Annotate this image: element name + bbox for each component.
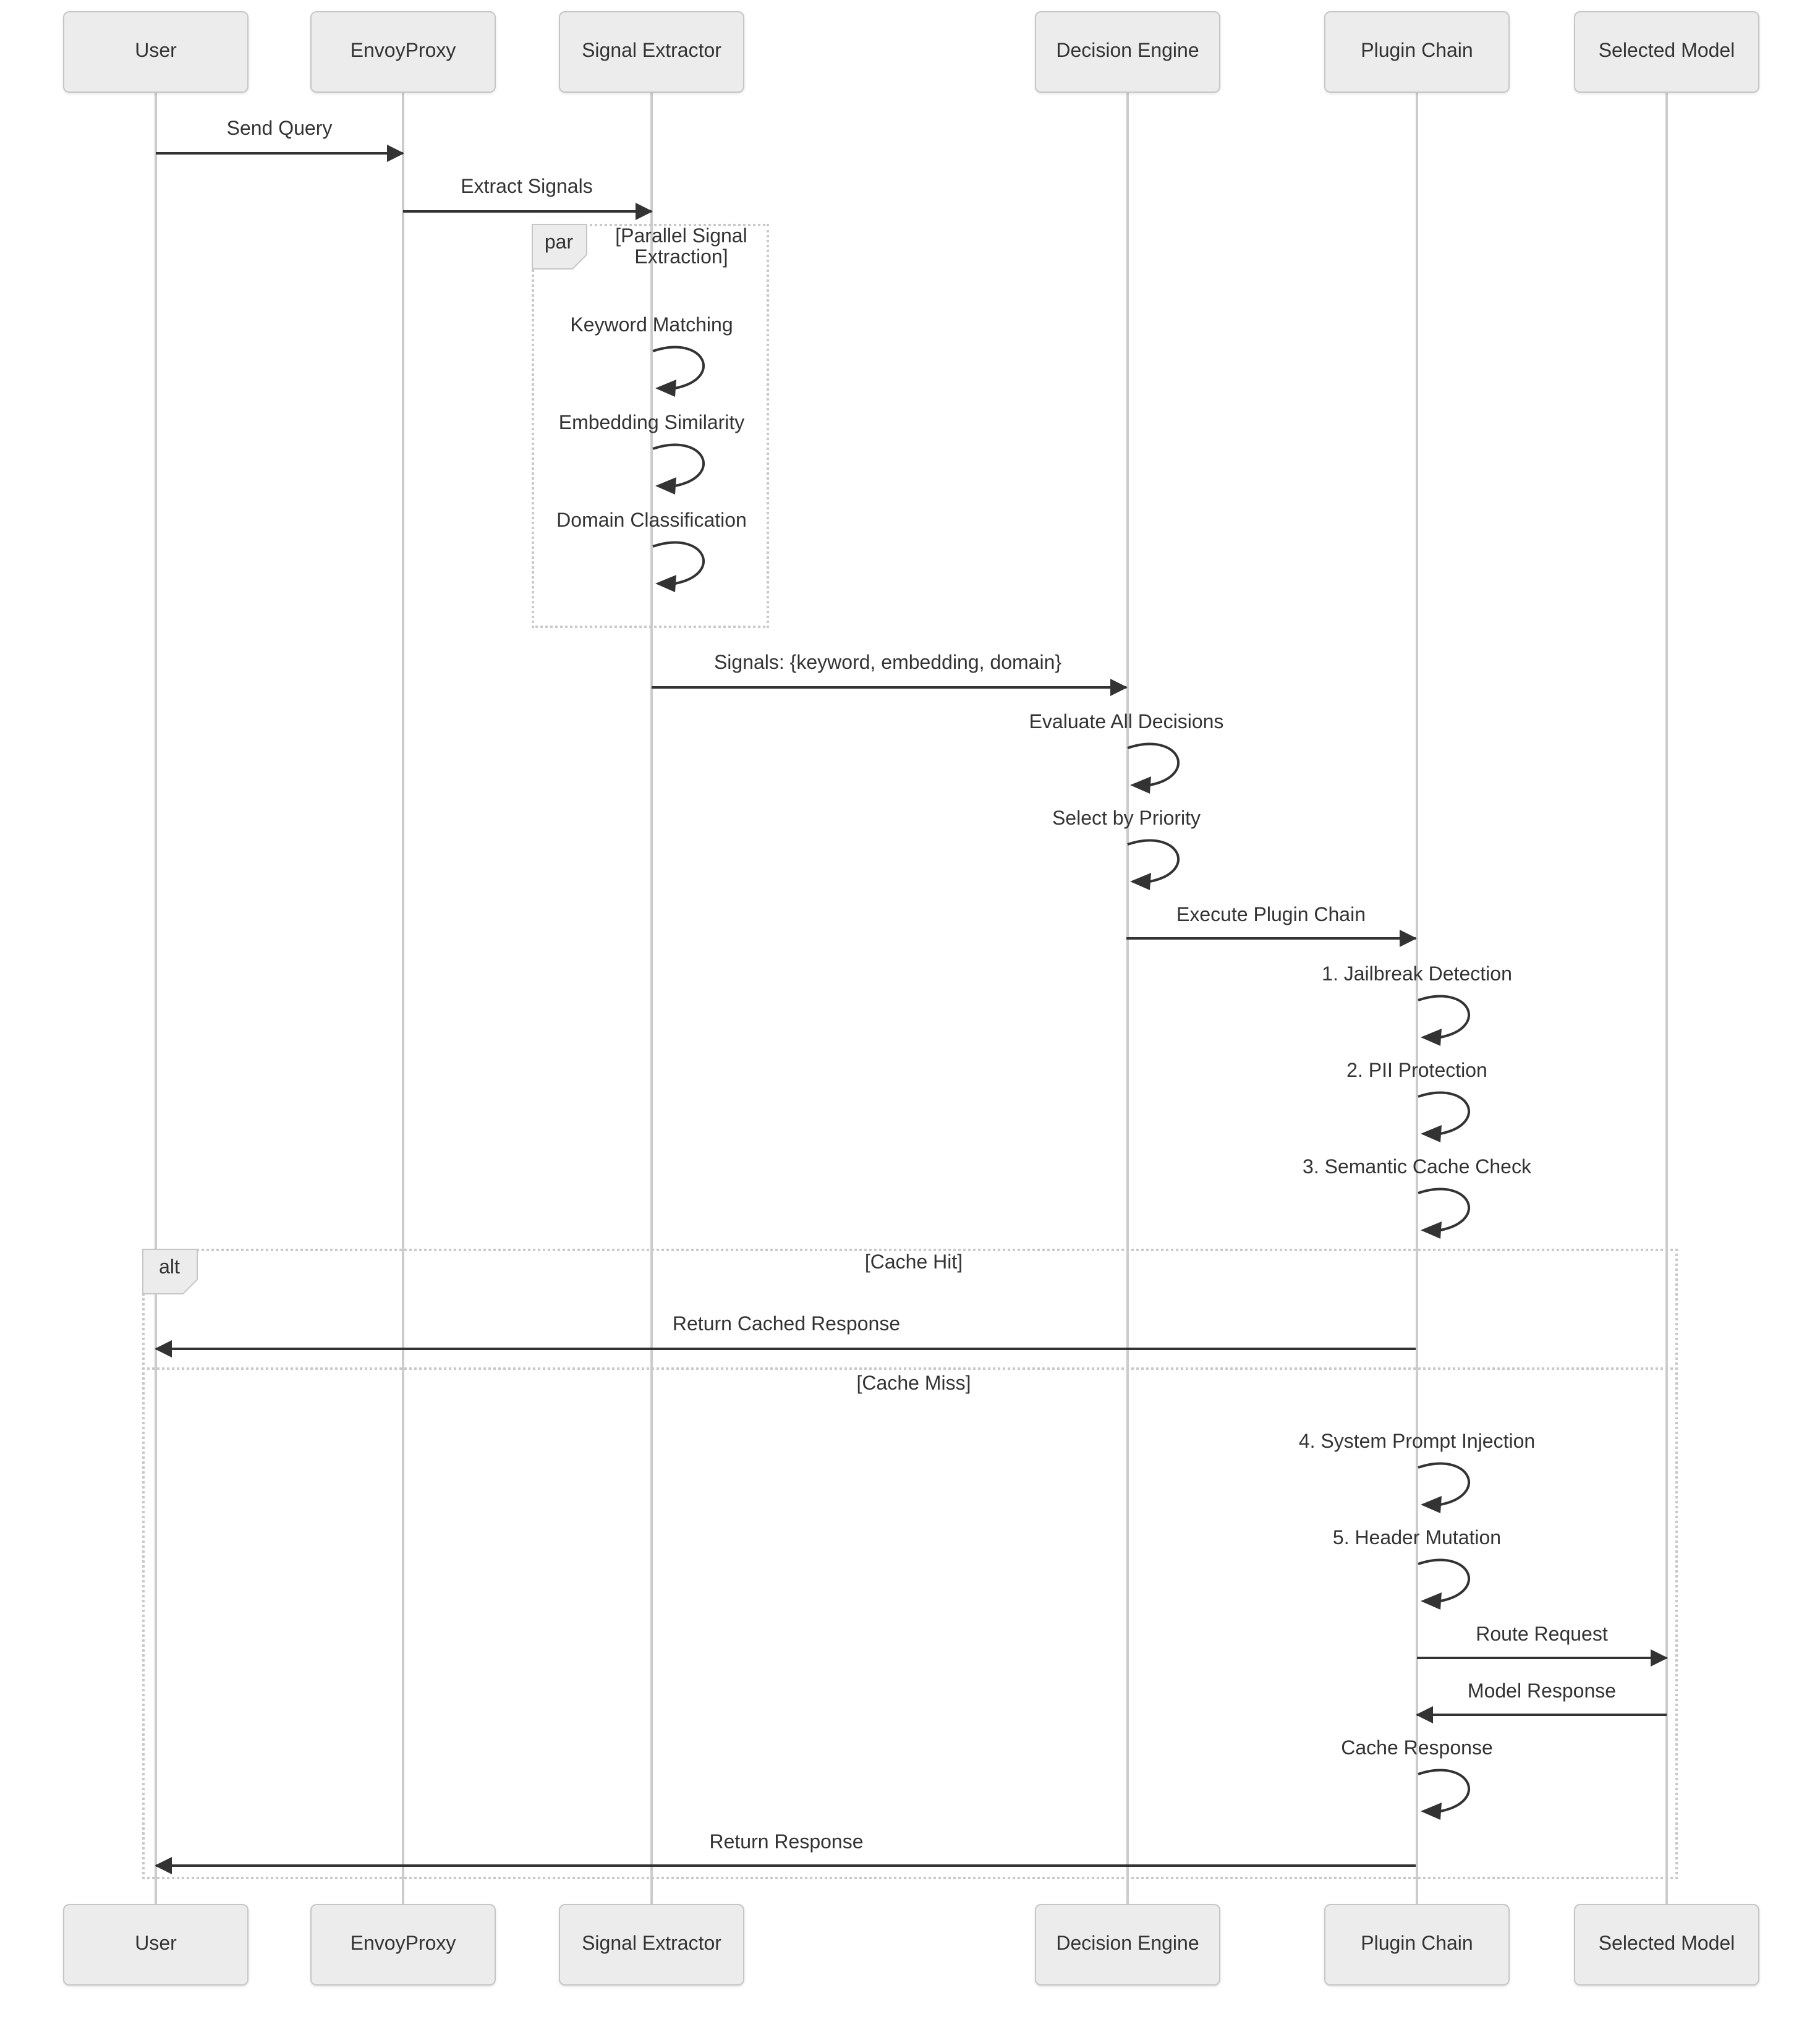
actor-label: EnvoyProxy (350, 41, 456, 62)
actor-label: Plugin Chain (1361, 41, 1473, 62)
message-label-embedding-similarity: Embedding Similarity (558, 413, 745, 434)
lifeline-envoyproxy (402, 93, 404, 1904)
message-label-execute-plugin-chain: Execute Plugin Chain (1176, 905, 1366, 926)
par-label-text: par (544, 232, 574, 253)
self-loop-pii-protection (1414, 1087, 1494, 1144)
actor-label: Decision Engine (1056, 41, 1199, 62)
message-label-system-prompt-injection: 4. System Prompt Injection (1298, 1432, 1536, 1453)
self-loop-evaluate-all-decisions (1124, 738, 1203, 795)
actor-label: Signal Extractor (582, 41, 721, 62)
actor-decision-engine-top: Decision Engine (1035, 11, 1220, 93)
message-arrow-model-response (1416, 1706, 1667, 1723)
message-label-return-cached-response: Return Cached Response (672, 1314, 901, 1335)
alt-label: alt (142, 1249, 206, 1294)
actor-label: EnvoyProxy (350, 1934, 456, 1955)
message-label-model-response: Model Response (1467, 1681, 1617, 1702)
actor-decision-engine-bottom: Decision Engine (1035, 1904, 1220, 1986)
self-loop-jailbreak-detection (1414, 990, 1494, 1047)
message-label-pii-protection: 2. PII Protection (1346, 1061, 1487, 1082)
alt-section-cache-miss: [Cache Miss] (856, 1374, 971, 1395)
lifeline-user (155, 93, 157, 1904)
alt-label-text: alt (159, 1257, 180, 1278)
message-label-keyword-matching: Keyword Matching (570, 315, 733, 336)
actor-label: User (135, 1934, 177, 1955)
message-label-domain-classification: Domain Classification (556, 511, 747, 532)
self-loop-system-prompt-injection (1414, 1458, 1494, 1515)
actor-envoyproxy-top: EnvoyProxy (310, 11, 496, 93)
message-arrow-send-query (156, 145, 404, 162)
message-label-cache-response: Cache Response (1341, 1738, 1493, 1759)
actor-label: Signal Extractor (582, 1934, 721, 1955)
actor-user-top: User (63, 11, 249, 93)
message-label-header-mutation: 5. Header Mutation (1332, 1528, 1502, 1549)
actor-signal-extractor-top: Signal Extractor (559, 11, 744, 93)
actor-plugin-chain-top: Plugin Chain (1324, 11, 1510, 93)
actor-label: Selected Model (1598, 1934, 1735, 1955)
actor-signal-extractor-bottom: Signal Extractor (559, 1904, 744, 1986)
message-label-evaluate-all-decisions: Evaluate All Decisions (1029, 712, 1224, 733)
message-arrow-return-response (155, 1857, 1416, 1874)
par-title: [Parallel Signal Extraction] (615, 226, 747, 268)
self-loop-embedding-similarity (649, 439, 728, 496)
self-loop-semantic-cache-check (1414, 1183, 1494, 1240)
message-label-jailbreak-detection: 1. Jailbreak Detection (1322, 964, 1512, 985)
actor-envoyproxy-bottom: EnvoyProxy (310, 1904, 496, 1986)
alt-label-shape-icon (142, 1249, 198, 1294)
actor-user-bottom: User (63, 1904, 249, 1986)
self-loop-domain-classification (649, 537, 728, 593)
actor-plugin-chain-bottom: Plugin Chain (1324, 1904, 1510, 1986)
message-label-return-response: Return Response (709, 1832, 864, 1853)
actor-label: Decision Engine (1056, 1934, 1199, 1955)
message-arrow-extract-signals (403, 203, 653, 220)
alt-divider (142, 1367, 1678, 1370)
message-arrow-return-cached-response (155, 1340, 1416, 1357)
message-label-select-by-priority: Select by Priority (1052, 809, 1201, 830)
message-label-extract-signals: Extract Signals (461, 177, 593, 198)
message-label-semantic-cache-check: 3. Semantic Cache Check (1303, 1157, 1531, 1178)
message-arrow-route-request (1417, 1649, 1668, 1667)
lifeline-selected-model (1665, 93, 1668, 1904)
message-label-route-request: Route Request (1476, 1625, 1608, 1646)
self-loop-cache-response (1414, 1764, 1494, 1821)
lifeline-signal-extractor (650, 93, 653, 1904)
message-label-signals: Signals: {keyword, embedding, domain} (713, 653, 1062, 674)
lifeline-plugin-chain (1416, 93, 1418, 1904)
actor-selected-model-top: Selected Model (1574, 11, 1759, 93)
par-fragment (532, 224, 769, 628)
message-arrow-signals (652, 679, 1128, 696)
actor-label: Selected Model (1598, 41, 1735, 62)
self-loop-keyword-matching (649, 341, 728, 398)
message-arrow-execute-plugin-chain (1126, 930, 1417, 947)
actor-selected-model-bottom: Selected Model (1574, 1904, 1759, 1986)
message-label-send-query: Send Query (226, 119, 333, 140)
actor-label: Plugin Chain (1361, 1934, 1473, 1955)
actor-label: User (135, 41, 177, 62)
par-label: par (532, 224, 596, 270)
alt-fragment (142, 1249, 1678, 1879)
self-loop-header-mutation (1414, 1554, 1494, 1611)
lifeline-decision-engine (1126, 93, 1129, 1904)
alt-section-cache-hit: [Cache Hit] (864, 1252, 963, 1273)
par-label-shape-icon (532, 224, 587, 270)
self-loop-select-by-priority (1124, 835, 1203, 891)
